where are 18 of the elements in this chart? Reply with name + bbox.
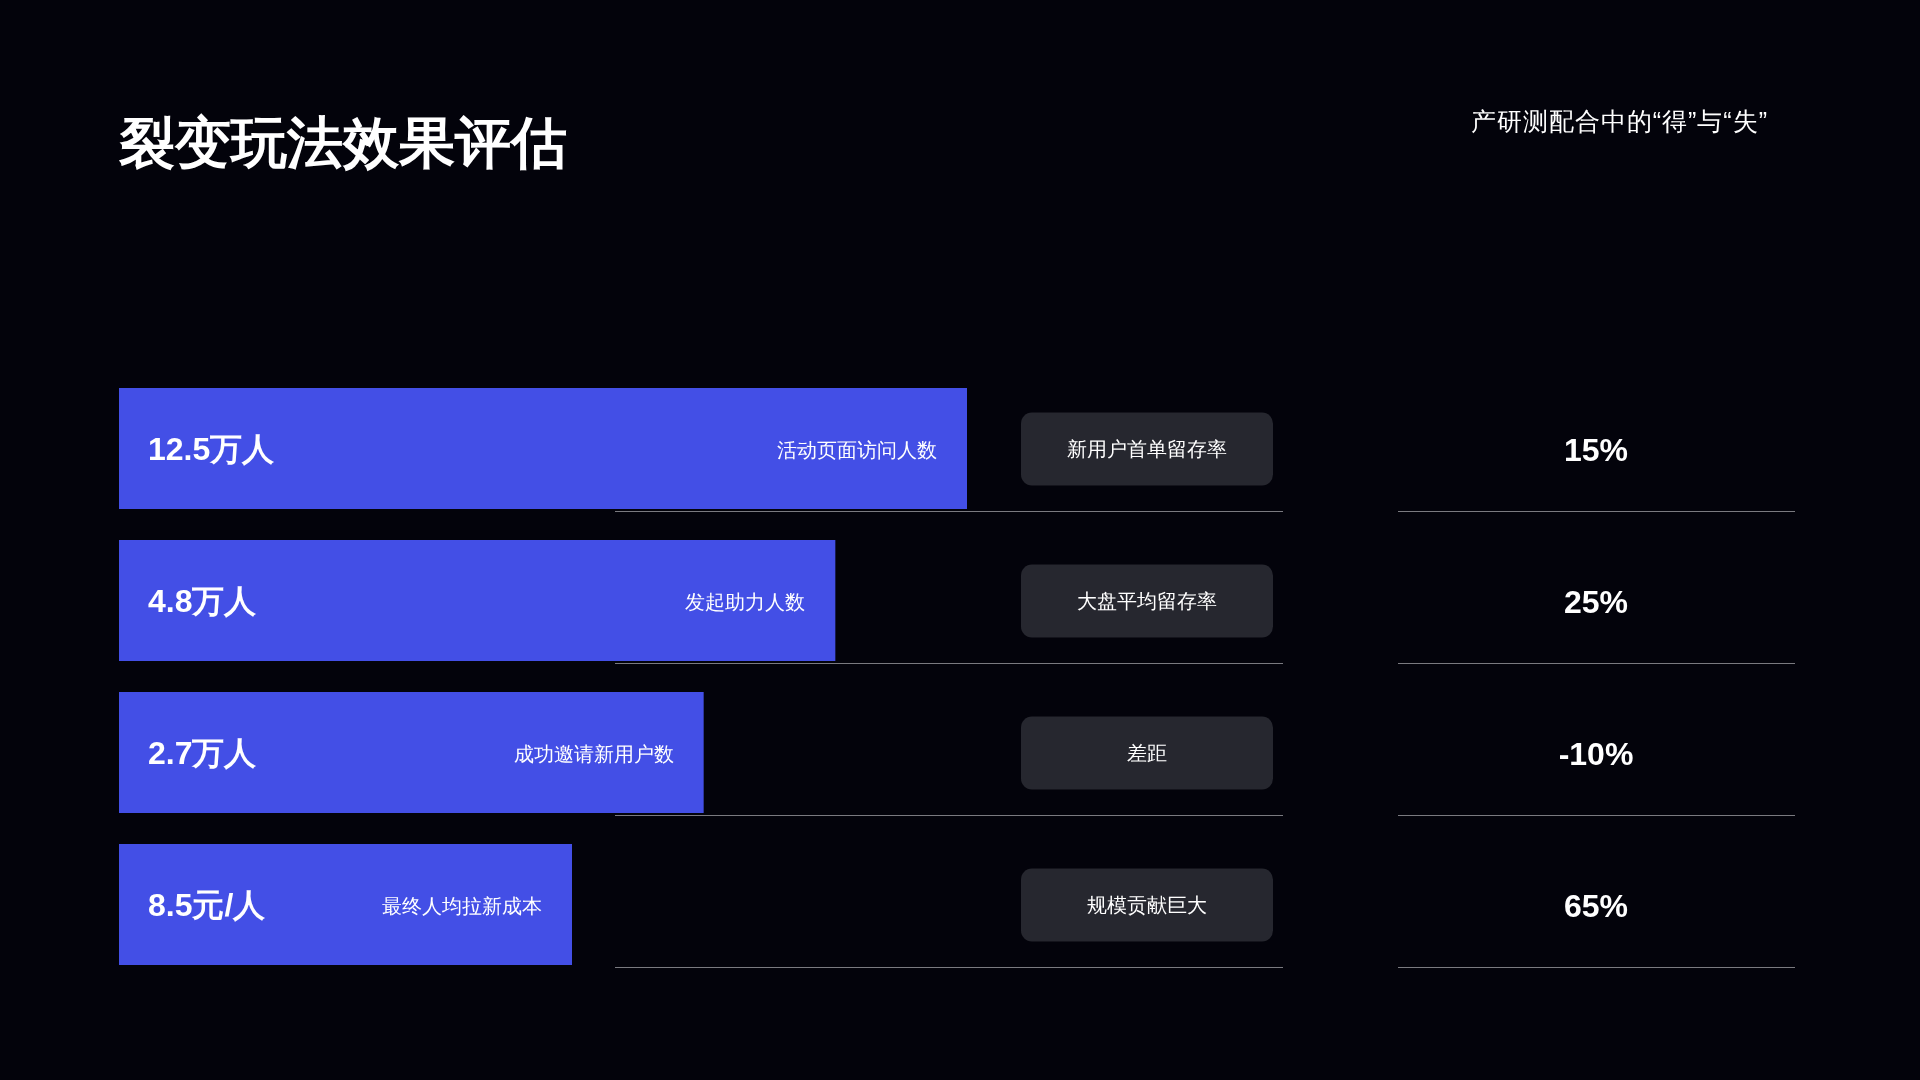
title: 裂变玩法效果评估: [119, 111, 567, 174]
category-label: 新用户首单留存率: [1067, 437, 1227, 460]
subtitle: 产研测配合中的“得”与“失”: [1470, 107, 1768, 135]
value-label: 4.8万人: [148, 582, 257, 619]
value-label: 25%: [1564, 583, 1628, 620]
value-label: -10%: [1558, 735, 1634, 772]
value-label: 65%: [1564, 887, 1628, 924]
value-label: 15%: [1564, 431, 1628, 468]
value-label: 12.5万人: [148, 430, 275, 467]
category-label: 发起助力人数: [685, 590, 806, 613]
category-label: 最终人均拉新成本: [382, 894, 542, 917]
category-label: 大盘平均留存率: [1077, 589, 1217, 612]
category-label: 差距: [1127, 741, 1167, 764]
category-label: 成功邀请新用户数: [513, 742, 674, 765]
category-label: 规模贡献巨大: [1087, 893, 1207, 916]
value-label: 8.5元/人: [148, 886, 266, 923]
value-label: 2.7万人: [148, 734, 257, 771]
category-label: 活动页面访问人数: [777, 438, 937, 461]
